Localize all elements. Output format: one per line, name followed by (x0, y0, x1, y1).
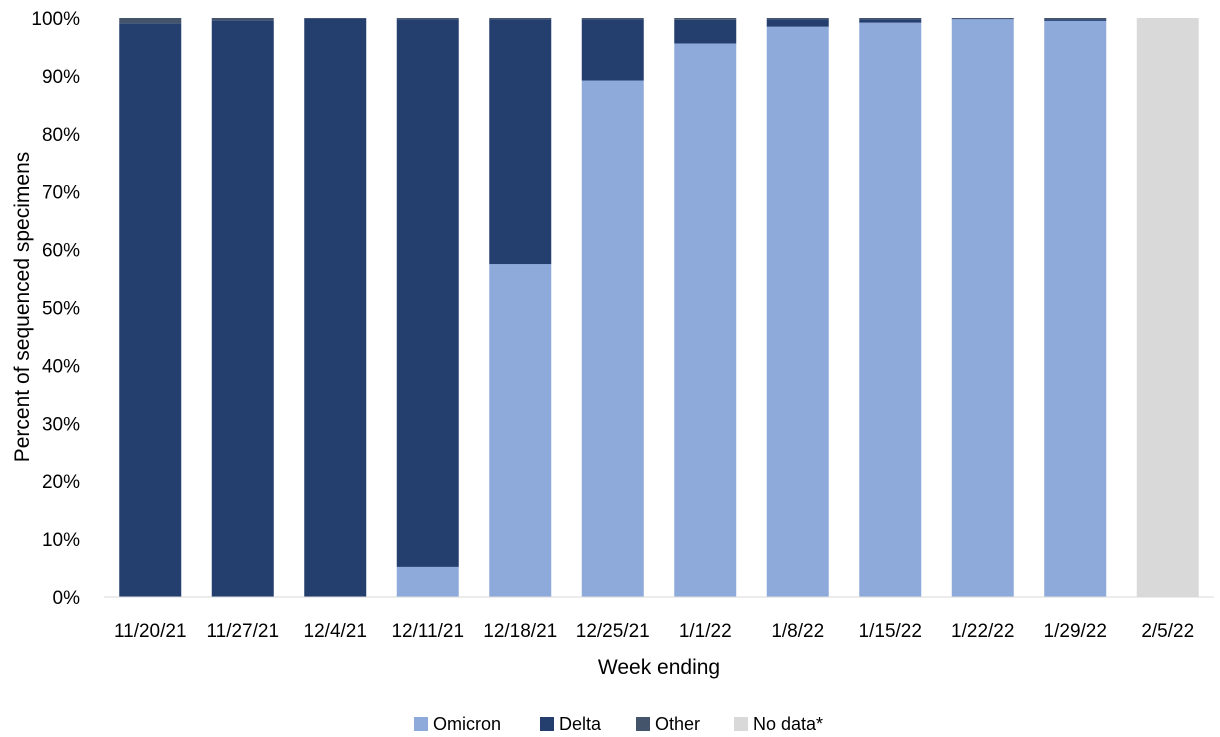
bar-segment-other-12-11-21 (396, 18, 459, 20)
x-axis-title: Week ending (598, 656, 720, 679)
y-tick-label: 50% (42, 299, 80, 320)
legend-swatch-delta (540, 717, 554, 731)
x-tick-label: 12/25/21 (576, 621, 650, 642)
y-tick-label: 80% (42, 125, 80, 146)
legend-label-delta: Delta (559, 714, 602, 734)
x-tick-label: 1/15/22 (859, 621, 922, 642)
y-tick-label: 20% (42, 472, 80, 493)
x-tick-label: 11/27/21 (206, 621, 279, 642)
bar-segment-omicron-1-8-22 (766, 26, 829, 598)
legend-label-omicron: Omicron (433, 714, 501, 734)
bar-segment-omicron-12-25-21 (581, 80, 644, 598)
x-tick-label: 2/5/22 (1141, 621, 1194, 642)
bar-segment-omicron-1-22-22 (951, 19, 1014, 597)
x-tick-label: 1/1/22 (679, 621, 732, 642)
x-tick-label: 11/20/21 (114, 621, 187, 642)
x-tick-label: 12/18/21 (483, 621, 557, 642)
bar-segment-delta-11-27-21 (211, 20, 274, 598)
bar-segment-other-12-4-21 (304, 18, 367, 19)
bar-segment-delta-1-22-22 (951, 18, 1014, 20)
bar-segment-no-data-2-5-22 (1136, 18, 1199, 597)
legend: Omicron Delta Other No data* (414, 714, 823, 734)
x-axis-tick-labels: 11/20/21 11/27/21 12/4/21 12/11/21 12/18/21 1… (114, 621, 1194, 642)
bar-segment-delta-1-1-22 (674, 19, 737, 44)
y-tick-label: 10% (42, 530, 80, 551)
bar-segment-omicron-1-29-22 (1044, 20, 1107, 597)
bar-segment-other-12-18-21 (489, 18, 552, 20)
bar-segment-delta-1-8-22 (766, 19, 829, 27)
bar-segment-delta-1-29-22 (1044, 19, 1107, 21)
bar-segment-delta-12-25-21 (581, 19, 644, 81)
bar-segment-omicron-12-11-21 (396, 566, 459, 597)
bar-segment-other-1-22-22 (951, 18, 1014, 19)
x-tick-label: 1/8/22 (771, 621, 824, 642)
x-tick-label: 12/4/21 (304, 621, 367, 642)
bar-segment-other-1-15-22 (859, 18, 922, 20)
legend-swatch-omicron (414, 717, 428, 731)
y-tick-label: 60% (42, 241, 80, 262)
bar-segment-omicron-1-1-22 (674, 43, 737, 597)
x-tick-label: 1/22/22 (951, 621, 1014, 642)
bar-segment-other-1-1-22 (674, 18, 737, 20)
bar-segment-other-1-29-22 (1044, 18, 1107, 20)
bar-segment-other-11-27-21 (211, 18, 274, 21)
y-axis-title: Percent of sequenced specimens (11, 152, 34, 463)
bar-segment-omicron-1-15-22 (859, 22, 922, 597)
bar-segment-other-12-25-21 (581, 18, 644, 20)
bar-segment-other-11-20-21 (119, 18, 182, 24)
y-tick-label: 100% (31, 9, 80, 30)
legend-label-other: Other (655, 714, 700, 734)
y-axis-tick-labels: 0% 10% 20% 30% 40% 50% 60% 70% 80% 90% 100% (31, 9, 80, 609)
y-tick-label: 40% (42, 356, 80, 377)
y-tick-label: 70% (42, 183, 80, 204)
bar-segment-delta-11-20-21 (119, 23, 182, 598)
bar-segment-omicron-12-18-21 (489, 264, 552, 597)
y-tick-label: 0% (53, 588, 81, 609)
bar-segment-delta-12-18-21 (489, 19, 552, 265)
y-tick-label: 90% (42, 67, 80, 88)
x-tick-label: 12/11/21 (391, 621, 464, 642)
legend-swatch-no-data (734, 717, 748, 731)
y-tick-label: 30% (42, 414, 80, 435)
bar-segment-other-1-8-22 (766, 18, 829, 20)
bar-segment-delta-12-11-21 (396, 19, 459, 567)
bar-segment-delta-12-4-21 (304, 18, 367, 598)
bars (119, 18, 1199, 598)
legend-swatch-other (636, 717, 650, 731)
legend-label-no-data: No data* (753, 714, 823, 734)
x-tick-label: 1/29/22 (1044, 621, 1107, 642)
bar-segment-delta-1-15-22 (859, 19, 922, 23)
